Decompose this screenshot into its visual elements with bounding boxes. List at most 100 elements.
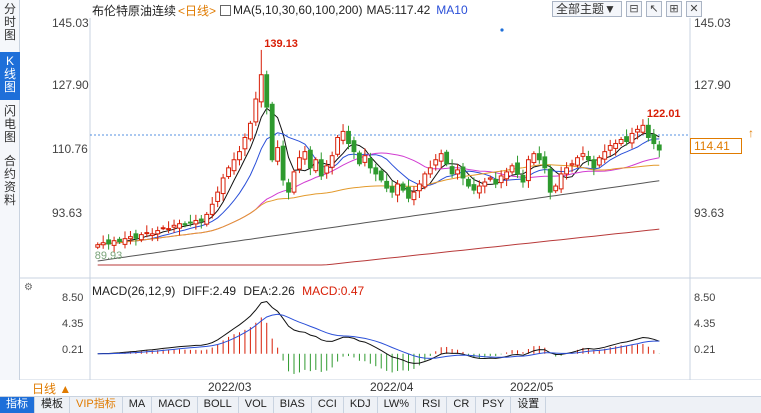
candle-body (422, 173, 428, 188)
candle (95, 242, 101, 250)
candle-body (100, 242, 106, 246)
candle (362, 148, 368, 167)
candle-body (95, 244, 101, 248)
candle (226, 165, 231, 179)
x-axis-label: 2022/04 (370, 380, 414, 394)
candle (427, 160, 433, 178)
candle-body (264, 74, 270, 108)
candle-body (629, 132, 635, 144)
tab-kline-chart[interactable]: K 线 图 (0, 52, 20, 100)
price-label-left: 145.03 (52, 16, 89, 30)
candle-body (542, 156, 548, 169)
candle (286, 178, 291, 200)
period-button[interactable]: 日线 ▲ (32, 382, 72, 396)
ma-params: MA(5,10,30,60,100,200) (233, 3, 363, 17)
candle-body (515, 162, 520, 175)
ma-toggle-icon[interactable] (220, 4, 232, 16)
price-label-right: 127.90 (694, 78, 731, 92)
candle-body (607, 145, 613, 151)
candle-body (275, 147, 281, 162)
candle (564, 162, 569, 180)
tab-macd[interactable]: MACD (152, 397, 198, 413)
candle-body (395, 183, 400, 196)
candle-body (160, 227, 166, 230)
tab-lw[interactable]: LW% (378, 397, 417, 413)
candle-body (155, 230, 161, 235)
period-label[interactable]: <日线> (178, 3, 217, 18)
candle-body (618, 139, 624, 145)
candle-body (198, 218, 204, 222)
candle (635, 125, 640, 140)
candle (466, 176, 471, 189)
candle-body (585, 156, 591, 161)
theme-select[interactable]: 全部主题▼ (552, 1, 622, 17)
candle (651, 128, 657, 150)
tab-vol[interactable]: VOL (239, 397, 274, 413)
candle (400, 181, 406, 193)
x-axis-label: 2022/05 (510, 380, 554, 394)
tab-label: 约 (3, 167, 16, 181)
candle (406, 179, 411, 203)
candle-body (400, 183, 406, 191)
candle (160, 225, 166, 231)
macd-diff: DIFF:2.49 (182, 284, 237, 298)
candle (487, 175, 493, 182)
tab-timeshare-chart[interactable]: 分 时 图 (0, 0, 20, 50)
macd-label-left: 4.35 (62, 318, 84, 330)
tab-label: 电 (3, 117, 16, 131)
tab-settings[interactable]: 设置 (511, 397, 547, 413)
candle (493, 172, 499, 189)
candle (264, 70, 270, 115)
candle-body (416, 183, 422, 192)
candle (384, 174, 390, 193)
candle (498, 170, 504, 189)
candle (444, 149, 450, 167)
tab-boll[interactable]: BOLL (198, 397, 239, 413)
chart-annotations: 139.13 122.01 89.93 ↑ (95, 28, 754, 262)
layout-icon[interactable]: ⊞ (666, 1, 682, 17)
candle-body (553, 185, 559, 192)
tab-cr[interactable]: CR (447, 397, 477, 413)
tab-vip-indicators[interactable]: VIP指标 (70, 397, 123, 413)
candle (340, 124, 346, 145)
tab-cci[interactable]: CCI (312, 397, 344, 413)
high2-price-label: 122.01 (647, 108, 681, 120)
minimize-icon[interactable]: ⊟ (626, 1, 642, 17)
candle-body (297, 157, 302, 170)
tab-psy[interactable]: PSY (476, 397, 512, 413)
close-icon[interactable]: ✕ (686, 1, 702, 17)
cursor-icon[interactable]: ↖ (646, 1, 662, 17)
tab-contract-info[interactable]: 合 约 资 料 (0, 152, 20, 214)
candle-body (531, 153, 537, 164)
tab-templates[interactable]: 模板 (35, 397, 70, 413)
tab-label: 闪 (3, 104, 16, 118)
macd-dea-line (97, 313, 660, 359)
candle-body (318, 159, 324, 177)
candle-body (340, 130, 346, 141)
ma10-line (97, 132, 660, 246)
candle (591, 155, 597, 176)
tab-indicators[interactable]: 指标 (0, 397, 35, 413)
candle-body (520, 174, 526, 183)
candle-body (476, 185, 482, 194)
price-arrow-icon: ↑ (748, 126, 754, 140)
tab-label: 合 (3, 154, 16, 168)
candle (313, 157, 319, 174)
candle (645, 118, 651, 142)
candle (395, 179, 400, 203)
candle-body (602, 151, 608, 160)
candle-body (536, 153, 542, 161)
candle-body (378, 170, 384, 181)
kline-chart[interactable]: ⚙ 139.13 122.01 89.93 ↑ (0, 0, 761, 380)
tab-bias[interactable]: BIAS (274, 397, 312, 413)
candle-body (580, 153, 586, 157)
candle-body (269, 103, 275, 161)
candle (231, 152, 237, 175)
tab-label: 时 (3, 15, 16, 29)
tab-label: 图 (3, 130, 16, 144)
tab-flash-chart[interactable]: 闪 电 图 (0, 102, 20, 150)
tab-rsi[interactable]: RSI (416, 397, 448, 413)
tab-ma[interactable]: MA (123, 397, 153, 413)
candle-body (384, 180, 390, 189)
tab-kdj[interactable]: KDJ (344, 397, 378, 413)
